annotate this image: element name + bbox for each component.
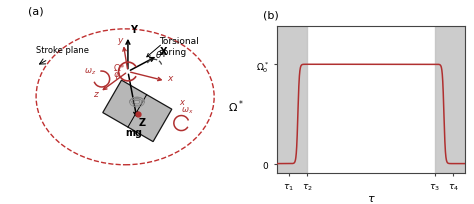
X-axis label: $\tau$: $\tau$ [366,194,375,203]
Text: x: x [167,74,173,83]
Y-axis label: $\Omega^*$: $\Omega^*$ [228,98,244,115]
Text: $ω_x$: $ω_x$ [182,105,194,116]
Text: θ: θ [156,50,162,59]
Text: Torsional
spring: Torsional spring [159,37,199,57]
Text: y: y [118,35,123,44]
Text: x: x [180,98,184,107]
Text: mg: mg [125,128,142,137]
Text: Z: Z [138,117,146,127]
Bar [277,27,307,173]
Text: Ω*: Ω* [114,63,125,72]
Text: X: X [160,47,167,57]
Text: Stroke plane: Stroke plane [36,46,89,55]
Bar [435,27,465,173]
Polygon shape [103,81,172,142]
Text: z: z [93,89,98,98]
Text: (b): (b) [263,10,279,20]
Text: Y: Y [130,25,137,35]
Text: (a): (a) [27,7,43,17]
Text: $ω_z$: $ω_z$ [84,66,96,76]
Text: φ: φ [114,70,120,79]
